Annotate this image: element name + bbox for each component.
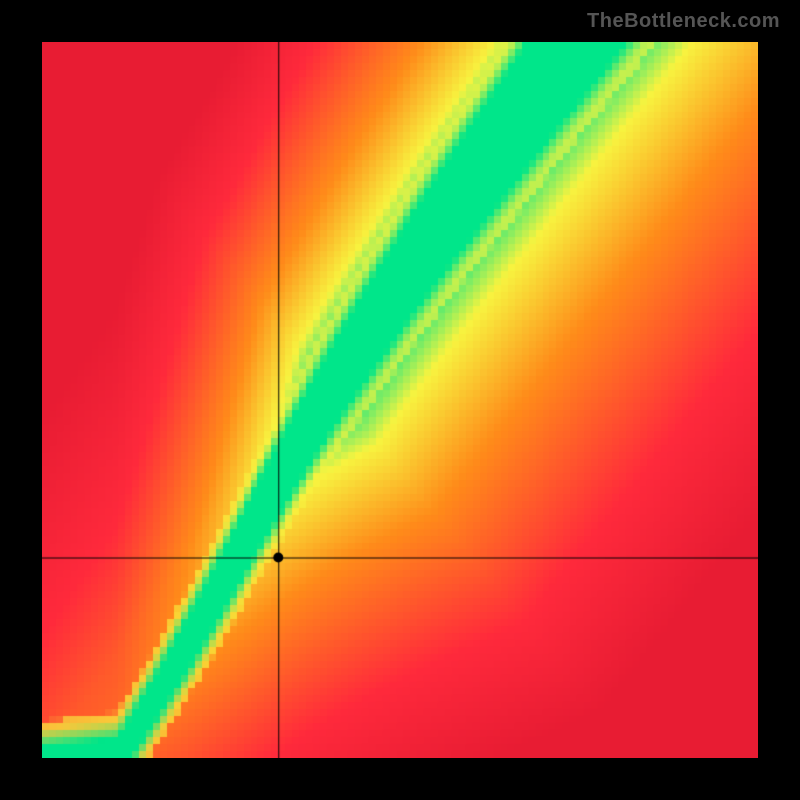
bottleneck-heatmap <box>42 42 758 758</box>
attribution-label: TheBottleneck.com <box>587 10 780 33</box>
chart-container: TheBottleneck.com <box>0 0 800 800</box>
